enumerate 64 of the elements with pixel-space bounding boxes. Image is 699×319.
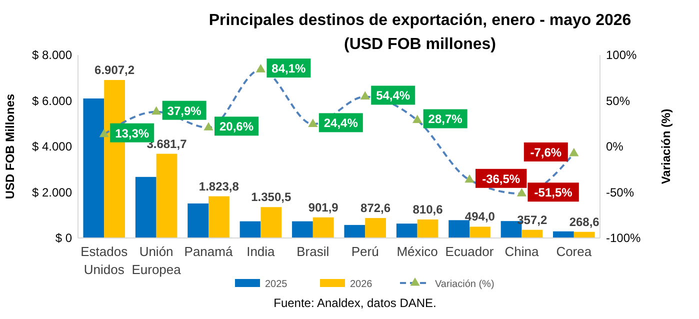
data-label: 901,9	[308, 200, 339, 214]
data-label: 357,2	[517, 212, 548, 227]
x-tick-label: Ecuador	[445, 244, 494, 259]
y2-tick-label: 0%	[606, 140, 624, 154]
data-label: -51,5%	[534, 186, 573, 200]
bar	[344, 224, 366, 238]
source-note: Fuente: Analdex, datos DANE.	[274, 296, 436, 310]
x-tick-label: Corea	[556, 244, 592, 259]
y-tick-label: $ 2.000	[32, 185, 72, 200]
x-tick-label: Panamá	[184, 244, 234, 259]
x-tick-label: India	[246, 244, 276, 259]
bar	[553, 231, 574, 238]
data-label: 810,6	[412, 202, 444, 216]
chart-title: Principales destinos de exportación, enero - mayo 2026	[208, 12, 632, 29]
bar	[208, 196, 230, 238]
bar	[312, 217, 334, 238]
legend-label: 2025	[265, 279, 288, 290]
bar	[417, 219, 438, 238]
y2-tick-label: 50%	[606, 94, 630, 108]
y2-tick-label: -100%	[606, 231, 642, 245]
data-label: -7,6%	[530, 145, 562, 160]
data-label: 1.350,5	[251, 190, 292, 204]
legend-label: 2026	[350, 279, 373, 290]
data-label: 13,3%	[115, 126, 150, 140]
data-label: 268,6	[569, 214, 600, 229]
bar	[470, 226, 490, 238]
data-label: 28,7%	[428, 112, 463, 126]
y-tick-label: $ 4.000	[32, 140, 72, 154]
bar	[396, 224, 418, 238]
x-tick-label: Perú	[351, 244, 379, 259]
data-label: 6.907,2	[94, 63, 135, 77]
y-tick-label: $ 0	[55, 231, 72, 245]
bar	[574, 232, 595, 238]
y-tick-label: $ 8.000	[32, 48, 72, 62]
bar	[292, 221, 313, 238]
data-label: -36,5%	[482, 172, 520, 186]
data-label: 24,4%	[324, 116, 358, 130]
bar	[240, 221, 261, 238]
data-label: 37,9%	[167, 104, 202, 118]
bar	[365, 218, 386, 238]
data-label: 494,0	[464, 210, 496, 224]
x-tick-label: Estados Unidos	[80, 244, 128, 277]
bar	[188, 203, 208, 238]
y2-tick-label: 100%	[606, 48, 638, 62]
x-tick-label: México	[396, 244, 438, 259]
bar	[260, 207, 282, 238]
bar	[83, 98, 104, 238]
data-label: 54,4%	[376, 88, 410, 103]
y2-axis-title: Variación (%)	[659, 108, 673, 184]
bar	[156, 154, 178, 238]
x-tick-label: Unión Europea	[132, 244, 182, 277]
data-label: 1.823,8	[198, 179, 240, 194]
bar	[522, 230, 543, 238]
data-label: 872,6	[360, 201, 391, 216]
x-tick-label: China	[504, 244, 540, 259]
legend-label: Variación (%)	[435, 279, 494, 290]
data-label: 20,6%	[219, 120, 254, 134]
y-axis-title: USD FOB Millones	[3, 94, 17, 200]
y2-tick-label: -50%	[606, 185, 634, 200]
chart-subtitle: (USD FOB millones)	[344, 36, 496, 53]
y-tick-label: $ 6.000	[32, 94, 72, 108]
x-tick-label: Brasil	[296, 244, 330, 259]
data-label: 84,1%	[272, 62, 306, 76]
bar	[135, 176, 156, 238]
